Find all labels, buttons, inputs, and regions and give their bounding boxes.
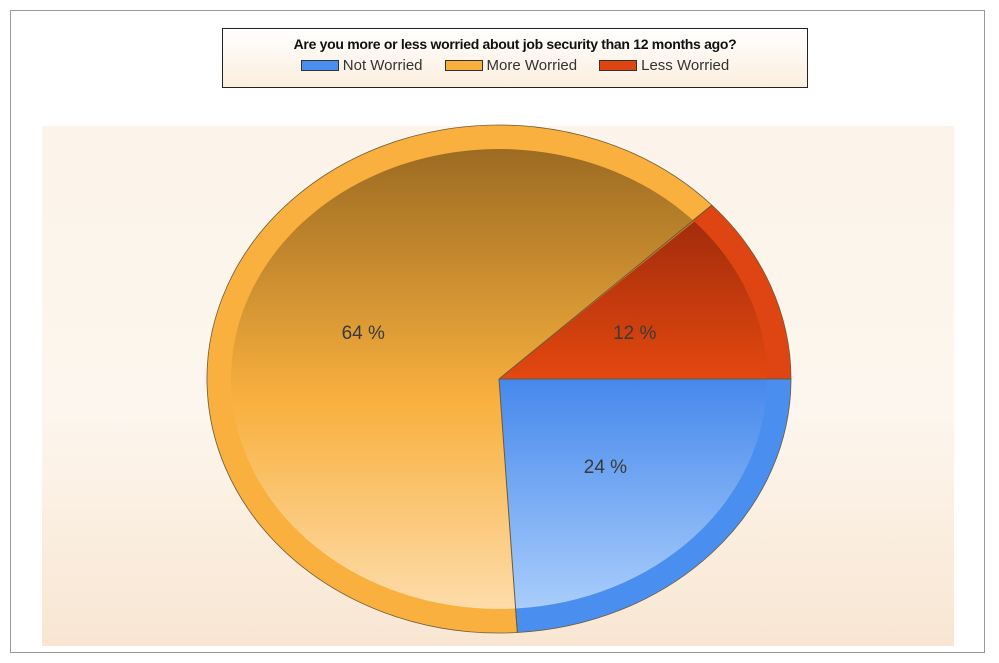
pie-divider-less-worried (498, 204, 713, 380)
pie-slice-more-worried (230, 148, 695, 609)
legend-label-more-worried: More Worried (486, 57, 578, 74)
legend: Not Worried More Worried Less Worried (223, 57, 807, 74)
legend-swatch-less-worried (599, 60, 638, 71)
pie-slice-less-worried (499, 221, 767, 379)
chart-title: Are you more or less worried about job s… (293, 36, 737, 52)
pie-slice-not-worried (499, 379, 767, 609)
legend-label-less-worried: Less Worried (641, 57, 730, 74)
legend-label-not-worried: Not Worried (342, 57, 423, 74)
legend-item-less-worried: Less Worried (599, 57, 729, 74)
data-label-not-worried: 24 % (584, 457, 627, 478)
data-label-less-worried: 12 % (613, 323, 656, 344)
legend-item-more-worried: More Worried (444, 57, 578, 74)
data-label-more-worried: 64 % (342, 323, 385, 344)
legend-swatch-not-worried (300, 60, 339, 71)
pie-divider-more-worried (498, 378, 518, 633)
legend-item-not-worried: Not Worried (300, 57, 423, 74)
legend-box: Are you more or less worried about job s… (222, 28, 808, 88)
legend-swatch-more-worried (444, 60, 483, 71)
